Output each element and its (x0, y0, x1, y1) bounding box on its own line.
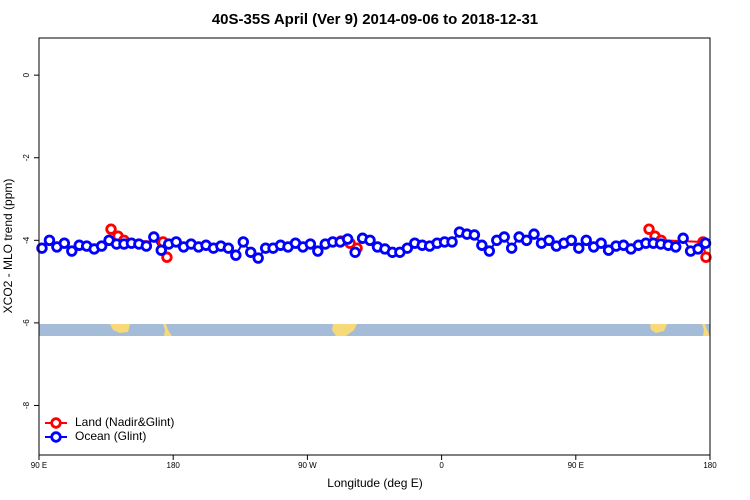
point (245, 246, 257, 258)
plot-frame (38, 37, 711, 456)
x-tick-label: 90 W (298, 461, 317, 470)
point (230, 249, 242, 261)
point (349, 246, 361, 258)
point (148, 231, 160, 243)
x-tick-label: 180 (167, 461, 181, 470)
legend-swatch (50, 431, 62, 443)
point (105, 223, 117, 235)
point (528, 228, 540, 240)
y-tick-label: -6 (22, 319, 31, 327)
point (580, 234, 592, 247)
point (161, 251, 173, 263)
y-tick-label: -4 (22, 236, 31, 244)
point (643, 223, 655, 235)
x-axis-label: Longitude (deg E) (327, 476, 422, 490)
point (222, 242, 235, 254)
x-tick-label: 180 (703, 461, 717, 470)
point (505, 242, 518, 254)
point (155, 244, 167, 256)
point (237, 236, 249, 248)
point (565, 234, 578, 247)
y-tick-label: 0 (22, 72, 31, 77)
plot-area (36, 223, 712, 264)
point (66, 245, 78, 257)
surface-strip (39, 324, 710, 336)
point (401, 242, 414, 254)
point (95, 240, 108, 252)
point (36, 242, 48, 254)
chart-title: 40S-35S April (Ver 9) 2014-09-06 to 2018… (212, 11, 538, 28)
point (341, 233, 354, 245)
y-axis-label: XCO2 - MLO trend (ppm) (1, 179, 15, 314)
point (700, 251, 712, 263)
point (483, 245, 496, 257)
point (140, 240, 153, 252)
point (573, 242, 585, 254)
point (543, 234, 555, 247)
point (476, 239, 488, 251)
point (692, 243, 704, 255)
point (312, 245, 324, 257)
point (520, 234, 533, 247)
x-tick-label: 0 (439, 461, 444, 470)
x-tick-label: 90 E (568, 461, 584, 470)
point (468, 229, 481, 241)
legend-label: Land (Nadir&Glint) (75, 415, 174, 429)
point (304, 238, 317, 250)
legend-label: Ocean (Glint) (75, 429, 146, 443)
point (498, 231, 510, 243)
point (43, 234, 56, 247)
legend-swatch (50, 417, 62, 429)
y-tick-label: -2 (22, 154, 31, 162)
point (170, 236, 182, 248)
y-tick-label: -8 (22, 401, 31, 409)
point (670, 241, 682, 253)
point (699, 237, 712, 249)
point (252, 252, 264, 264)
x-tick-label: 90 E (31, 461, 47, 470)
point (364, 234, 376, 247)
point (58, 237, 71, 249)
point (446, 236, 458, 248)
point (595, 237, 607, 249)
point (677, 232, 689, 244)
